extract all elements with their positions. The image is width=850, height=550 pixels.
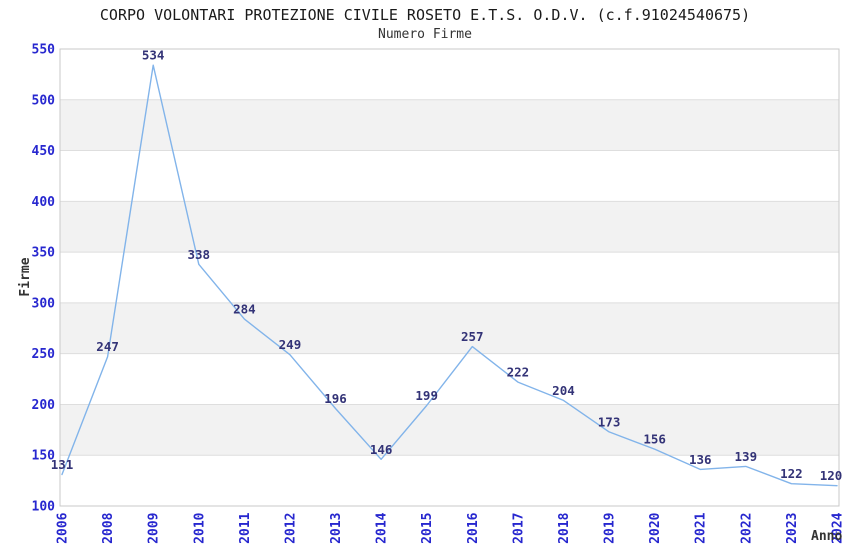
data-point-label: 284: [233, 302, 256, 317]
data-point-label: 204: [552, 383, 575, 398]
data-point-label: 247: [96, 339, 119, 354]
data-point-label: 338: [187, 247, 210, 262]
x-tick-label: 2024: [831, 512, 846, 543]
y-tick-label: 200: [32, 398, 56, 413]
x-tick-label: 2022: [739, 513, 754, 544]
data-point-label: 156: [643, 432, 666, 447]
data-point-label: 122: [780, 466, 803, 481]
data-line: [61, 64, 838, 487]
data-point-label: 249: [279, 337, 302, 352]
data-point-label: 139: [735, 449, 758, 464]
data-point-label: 136: [689, 452, 712, 467]
x-tick-label: 2019: [603, 513, 618, 544]
data-point-label: 131: [51, 457, 74, 472]
data-point-label: 257: [461, 329, 484, 344]
x-tick-label: 2015: [420, 513, 435, 544]
data-point-label: 199: [415, 388, 438, 403]
plot-band: [60, 99, 839, 151]
data-point-label: 146: [370, 442, 393, 457]
data-point-label: 222: [507, 365, 530, 380]
y-tick-label: 350: [32, 246, 56, 261]
data-point-label: 196: [324, 391, 347, 406]
x-tick-label: 2012: [283, 513, 298, 544]
x-tick-label: 2008: [101, 512, 116, 543]
x-tick-label: 2013: [329, 513, 344, 544]
y-tick-label: 400: [32, 195, 56, 210]
y-tick-label: 550: [32, 43, 56, 58]
chart-title: CORPO VOLONTARI PROTEZIONE CIVILE ROSETO…: [99, 6, 751, 24]
y-tick-label: 450: [32, 144, 56, 159]
chart-subtitle: Numero Firme: [378, 27, 472, 42]
y-tick-label: 500: [32, 93, 56, 108]
x-tick-label: 2021: [694, 512, 709, 543]
x-tick-label: 2023: [785, 513, 800, 544]
plot-band: [60, 201, 839, 253]
x-tick-label: 2009: [147, 513, 162, 544]
y-axis-title: Firme: [18, 257, 33, 297]
plot-border: [59, 48, 840, 507]
y-tick-label: 150: [32, 449, 56, 464]
plot-band: [60, 302, 839, 354]
data-point-label: 173: [598, 414, 621, 429]
x-tick-label: 2010: [192, 512, 207, 543]
x-tick-label: 2011: [238, 512, 253, 543]
x-tick-label: 2018: [557, 512, 572, 543]
y-tick-label: 250: [32, 347, 56, 362]
data-point-label: 120: [820, 468, 843, 483]
data-point-label: 534: [142, 48, 165, 63]
plot-band: [60, 404, 839, 456]
x-axis-title: Anno: [811, 529, 843, 544]
y-tick-label: 100: [32, 500, 56, 515]
x-tick-label: 2014: [375, 512, 390, 543]
x-tick-label: 2017: [511, 513, 526, 544]
y-tick-label: 300: [32, 296, 56, 311]
x-tick-label: 2020: [648, 512, 663, 543]
x-tick-label: 2016: [466, 512, 481, 543]
x-tick-label: 2006: [56, 512, 71, 543]
